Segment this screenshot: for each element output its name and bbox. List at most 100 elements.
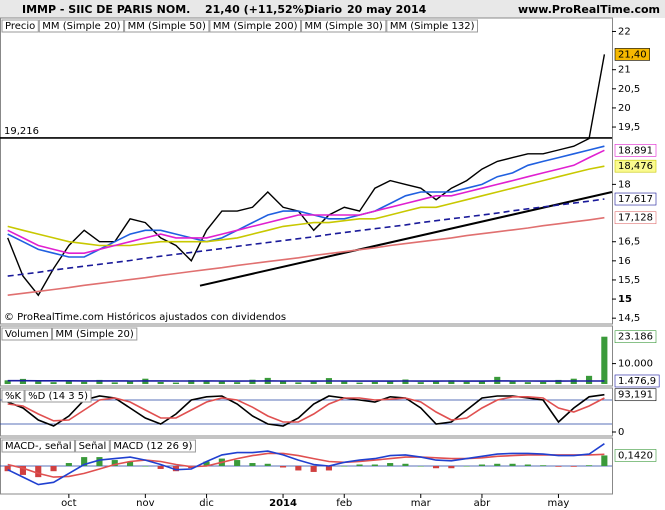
bar	[203, 461, 210, 466]
bar	[264, 463, 271, 466]
value-label-box	[614, 144, 657, 157]
y-tick-label: 19,5	[618, 122, 640, 133]
bar	[585, 465, 593, 466]
y-tick-label: 18	[618, 179, 631, 190]
y-tick-label: 16	[618, 256, 631, 267]
bar	[540, 381, 547, 384]
series-line	[7, 393, 605, 427]
bar	[356, 464, 363, 466]
title: IMMP - SIIC DE PARIS NOM.	[22, 3, 190, 16]
bar	[448, 466, 455, 469]
bar	[387, 380, 394, 384]
trend-line	[199, 191, 613, 287]
legend-box	[209, 19, 302, 33]
series-line	[7, 452, 605, 478]
y-tick-label: 21	[618, 65, 631, 76]
bar	[50, 382, 57, 384]
bar	[19, 466, 27, 475]
y-tick-label: 20,5	[618, 84, 640, 95]
series-line	[7, 216, 605, 296]
bar	[494, 463, 501, 466]
bar	[96, 457, 103, 466]
legend-box	[109, 439, 196, 453]
quote: 21,40 (+11,52%)	[205, 3, 309, 16]
bar	[65, 380, 72, 384]
x-tick-label: 2014	[269, 498, 297, 509]
bar	[50, 466, 57, 472]
x-tick-label: dic	[199, 498, 214, 509]
legend-label: MM (Simple 132)	[390, 21, 475, 32]
bar	[524, 464, 531, 466]
bar	[432, 466, 440, 469]
bar	[585, 375, 593, 384]
bar	[203, 380, 210, 384]
bar	[126, 381, 134, 384]
bar	[341, 466, 348, 467]
x-tick-label: nov	[136, 498, 154, 509]
bar	[570, 466, 577, 467]
value-label-box	[614, 192, 657, 206]
bar	[601, 455, 608, 466]
bar	[81, 381, 88, 384]
bar	[157, 381, 164, 384]
site: www.ProRealTime.com	[518, 3, 660, 16]
value-label: 23.186	[618, 332, 653, 343]
y-tick-label: 16,5	[618, 237, 640, 248]
legend-box	[1, 327, 53, 341]
value-label: 1.476,9	[618, 376, 656, 387]
bar	[35, 381, 42, 384]
legend-label: %D (14 3 5)	[28, 391, 88, 402]
value-label: 17,128	[618, 213, 653, 224]
legend-box	[38, 19, 125, 33]
legend-label: MM (Simple 200)	[213, 21, 298, 32]
value-label: 18,891	[618, 145, 653, 156]
legend-box	[386, 19, 478, 33]
bar	[234, 460, 241, 466]
legend-label: Volumen	[5, 329, 49, 340]
panel-frame	[0, 325, 613, 387]
bar	[295, 382, 302, 384]
legend-label: MM (Simple 20)	[42, 21, 120, 32]
bar	[509, 381, 516, 384]
bar	[111, 460, 118, 466]
value-label-box	[614, 48, 650, 61]
x-tick-label: abr	[474, 498, 491, 509]
period: Diario	[305, 3, 343, 16]
x-tick-label: oct	[61, 498, 77, 509]
bar	[188, 380, 195, 384]
bar	[4, 466, 11, 472]
header-bar	[0, 0, 665, 18]
bar	[279, 466, 287, 468]
series-line	[7, 165, 605, 247]
legend-label: MACD-, señal	[5, 441, 72, 452]
bar	[81, 457, 88, 466]
value-label-box	[614, 449, 657, 462]
bar	[417, 466, 424, 467]
bar	[310, 466, 317, 472]
legend-box	[301, 19, 387, 33]
series-line	[7, 54, 606, 297]
legend-label: MM (Simple 30)	[305, 21, 383, 32]
value-label: 18,476	[618, 161, 653, 172]
value-label-box	[614, 374, 660, 388]
value-label: 0,1420	[618, 450, 653, 461]
legend-box	[1, 19, 39, 33]
x-tick-label: mar	[411, 498, 432, 509]
bar	[279, 381, 287, 384]
bar	[65, 463, 72, 466]
legend-label: Señal	[79, 441, 107, 452]
y-tick-label: 15,5	[618, 275, 640, 286]
value-label: 21,40	[618, 49, 647, 60]
y-tick-label: 22	[618, 26, 631, 37]
bar	[402, 463, 409, 466]
legend-label: MM (Simple 20)	[56, 329, 134, 340]
legend-box	[52, 327, 138, 341]
bar	[111, 382, 118, 384]
note: © ProRealTime.com Históricos ajustados c…	[4, 311, 286, 323]
bar	[234, 382, 241, 384]
bar	[35, 466, 42, 478]
bar	[601, 336, 608, 384]
bar	[249, 379, 256, 384]
bar	[448, 380, 455, 384]
